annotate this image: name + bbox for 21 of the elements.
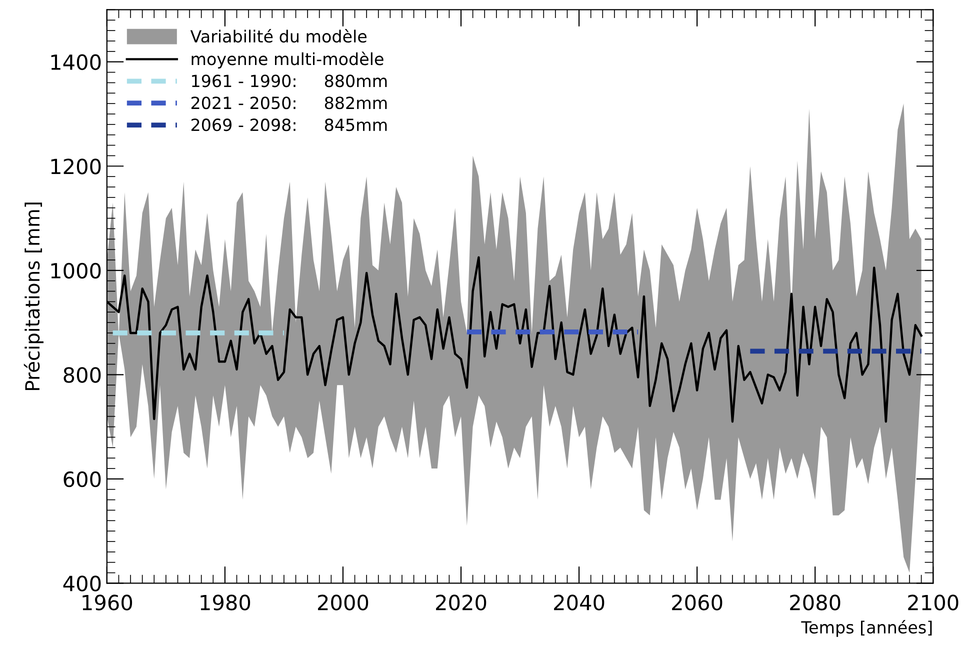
annotation: Variabilité du modèle xyxy=(190,29,367,43)
x-tick-label: 2100 xyxy=(908,594,958,610)
y-tick-label: 800 xyxy=(64,367,101,383)
x-axis-title: Temps [années] xyxy=(801,620,932,637)
x-tick-label: 2080 xyxy=(790,594,840,610)
y-tick-label: 1200 xyxy=(51,158,101,174)
y-tick-label: 1400 xyxy=(51,54,101,70)
y-axis-title: Précipitations [mm] xyxy=(24,202,44,390)
legend-label: 1961 - 1990: 880mm xyxy=(192,74,387,88)
legend-label: 2069 - 2098: 845mm xyxy=(191,118,387,132)
legend-label: moyenne multi-modèle xyxy=(192,52,384,68)
x-tick-label: 2060 xyxy=(672,594,722,610)
x-tick-label: 2040 xyxy=(554,594,604,610)
x-tick-label: 1960 xyxy=(82,594,132,610)
x-tick-label: 2020 xyxy=(436,594,486,610)
y-tick-label: 1000 xyxy=(51,262,101,279)
x-tick-label: 2000 xyxy=(318,594,368,610)
y-tick-label: 600 xyxy=(64,471,101,488)
x-tick-label: 1980 xyxy=(200,594,250,610)
legend-label: 2021 - 2050: 882mm xyxy=(191,96,387,110)
y-tick-label: 400 xyxy=(63,576,101,592)
